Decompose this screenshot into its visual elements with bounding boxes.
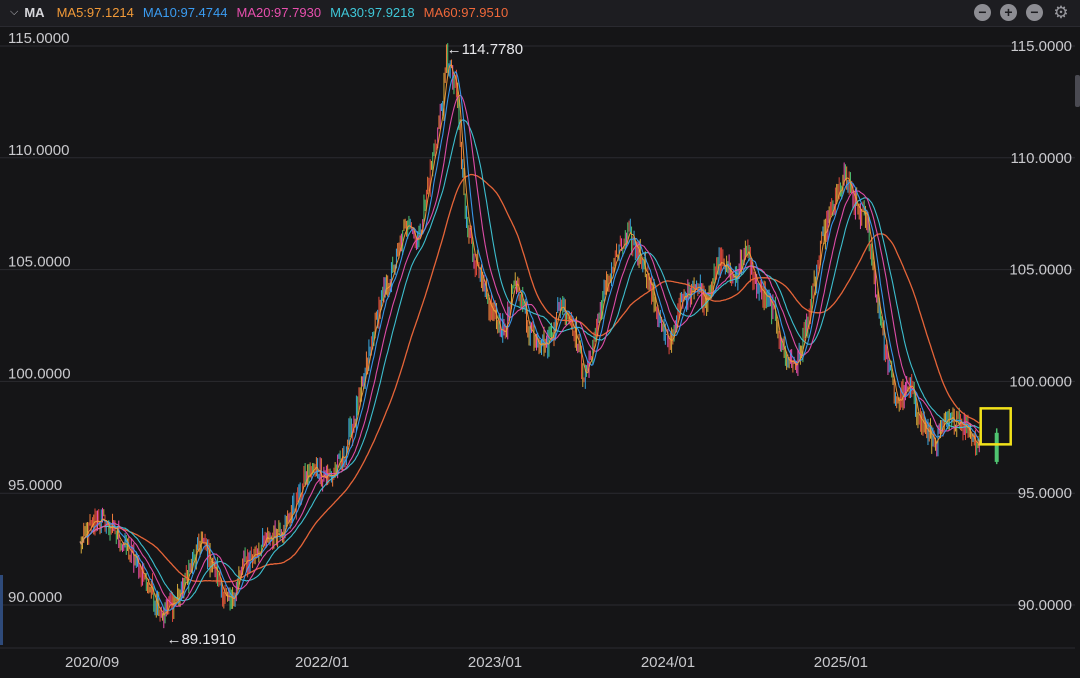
- x-tick-label: 2023/01: [468, 654, 522, 671]
- indicator-name[interactable]: MA: [24, 5, 45, 20]
- left-edge-marker: [0, 575, 3, 645]
- x-tick-label: 2022/01: [295, 654, 349, 671]
- y-tick-label-left: 115.0000: [8, 30, 69, 47]
- last-candle-body: [994, 432, 999, 462]
- price-chart[interactable]: 115.0000 115.0000 110.0000 110.0000 105.0000…: [0, 27, 1080, 678]
- ma60-line: [79, 173, 980, 583]
- ma5-line: [79, 64, 980, 617]
- x-tick-label: 2025/01: [814, 654, 868, 671]
- ma60-value: MA60:97.9510: [423, 5, 509, 20]
- toolbar-buttons: − + − ⚙: [974, 4, 1070, 22]
- y-tick-label-right: 90.0000: [1018, 597, 1072, 614]
- ma10-value: MA10:97.4744: [142, 5, 228, 20]
- ma30-value: MA30:97.9218: [330, 5, 415, 20]
- min-price-annotation: ←89.1910: [166, 631, 235, 648]
- x-tick-label: 2024/01: [641, 654, 695, 671]
- y-tick-label-left: 110.0000: [8, 142, 69, 159]
- x-tick-label: 2020/09: [65, 654, 119, 671]
- settings-gear-icon[interactable]: ⚙: [1053, 3, 1069, 22]
- y-tick-label-left: 95.0000: [8, 477, 62, 494]
- y-tick-label-right: 95.0000: [1018, 485, 1072, 502]
- ma20-line: [79, 94, 980, 607]
- price-axis-scrollbar[interactable]: [1075, 75, 1080, 107]
- y-tick-label-right: 105.0000: [1009, 262, 1072, 279]
- max-price-annotation: ←114.7780: [447, 41, 523, 58]
- indicator-legend: ⌵ MA MA5:97.1214 MA10:97.4744 MA20:97.79…: [10, 5, 517, 20]
- ma20-value: MA20:97.7930: [236, 5, 322, 20]
- highlight-box: [979, 407, 1012, 446]
- y-tick-label-right: 115.0000: [1011, 38, 1072, 55]
- zoom-out-icon[interactable]: −: [974, 4, 991, 21]
- y-tick-label-left: 105.0000: [8, 254, 71, 271]
- zoom-in-icon[interactable]: +: [1000, 4, 1017, 21]
- y-tick-label-right: 110.0000: [1011, 150, 1072, 167]
- indicator-toolbar: ⌵ MA MA5:97.1214 MA10:97.4744 MA20:97.79…: [0, 0, 1080, 27]
- collapse-chevron-icon[interactable]: ⌵: [10, 6, 19, 18]
- y-tick-label-right: 100.0000: [1009, 373, 1072, 390]
- minimize-icon[interactable]: −: [1026, 4, 1043, 21]
- ma5-value: MA5:97.1214: [56, 5, 134, 20]
- ma10-line: [79, 70, 980, 612]
- y-tick-label-left: 90.0000: [8, 589, 62, 606]
- y-tick-label-left: 100.0000: [8, 365, 71, 382]
